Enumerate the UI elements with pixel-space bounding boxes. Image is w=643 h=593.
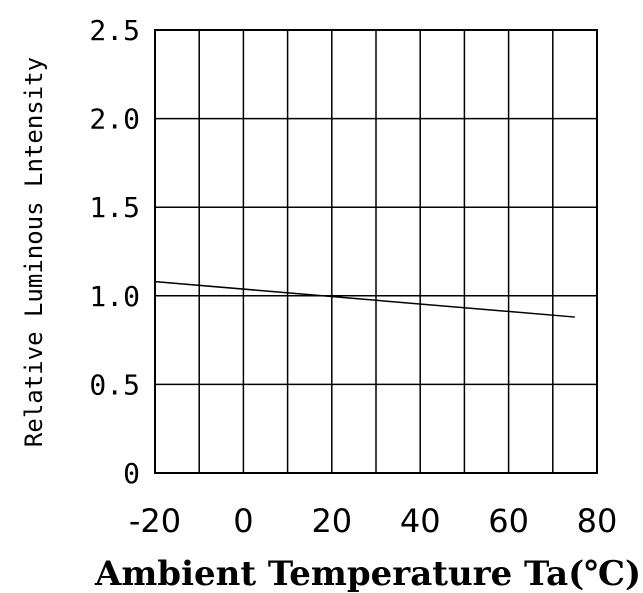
plot-frame: [154, 29, 598, 474]
series-group: [154, 280, 575, 318]
y-tick-label: 0: [123, 457, 140, 490]
x-axis-label: Ambient Temperature Ta(℃): [94, 554, 641, 593]
series-line: [154, 280, 575, 318]
x-tick-label: 40: [400, 502, 441, 540]
x-tick-label: 20: [311, 502, 352, 540]
y-tick-label: 2.0: [89, 103, 140, 136]
y-tick-label: 2.5: [89, 14, 140, 47]
y-tick-label: 1.5: [89, 191, 140, 224]
y-tick-label: 0.5: [89, 368, 140, 401]
x-tick-label: 80: [577, 502, 618, 540]
x-tick-labels: -20 0 20 40 60 80: [129, 502, 617, 540]
y-axis-label: Relative Luminous Lntensity: [20, 57, 48, 447]
x-tick-label: -20: [129, 502, 181, 540]
x-tick-label: 60: [488, 502, 529, 540]
x-tick-label: 0: [233, 502, 253, 540]
y-tick-labels: 0 0.5 1.0 1.5 2.0 2.5: [89, 14, 140, 490]
grid: [155, 30, 597, 473]
y-tick-label: 1.0: [89, 280, 140, 313]
